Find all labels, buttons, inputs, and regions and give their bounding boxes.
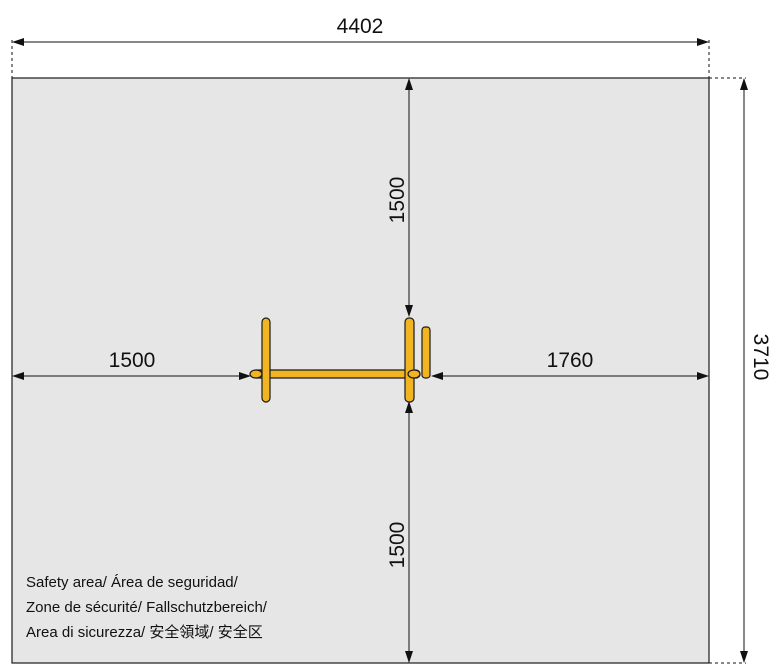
left-joint [249, 369, 263, 379]
bottom-clearance-label: 1500 [386, 522, 409, 569]
right-joint [407, 369, 421, 379]
legend: Safety area/ Área de seguridad/ Zone de … [26, 574, 268, 641]
right-clearance-label: 1760 [547, 349, 594, 372]
left-post [261, 317, 271, 403]
total-width-label: 4402 [337, 15, 384, 38]
crossbar [251, 369, 421, 379]
side-rail [421, 326, 431, 379]
right-post [404, 317, 415, 403]
left-clearance-label: 1500 [109, 349, 156, 372]
total-depth-label: 3710 [749, 334, 772, 381]
legend-line-3: Area di sicurezza/ 安全領域/ 安全区 [26, 623, 263, 641]
play-equipment [249, 317, 431, 403]
top-clearance-label: 1500 [386, 177, 409, 224]
extension-lines [11, 40, 746, 664]
legend-line-1: Safety area/ Área de seguridad/ [26, 574, 239, 591]
legend-line-2: Zone de sécurité/ Fallschutzbereich/ [26, 599, 268, 616]
